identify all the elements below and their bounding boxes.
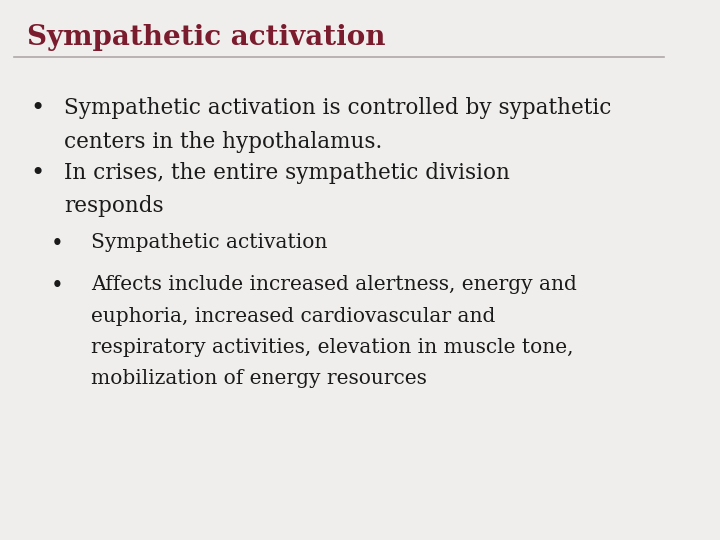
Text: •: •	[30, 162, 45, 185]
Text: Sympathetic activation is controlled by sypathetic: Sympathetic activation is controlled by …	[64, 97, 612, 119]
Text: In crises, the entire sympathetic division: In crises, the entire sympathetic divisi…	[64, 162, 510, 184]
Text: centers in the hypothalamus.: centers in the hypothalamus.	[64, 131, 382, 153]
Text: respiratory activities, elevation in muscle tone,: respiratory activities, elevation in mus…	[91, 338, 574, 357]
Text: •: •	[51, 275, 63, 298]
Text: Affects include increased alertness, energy and: Affects include increased alertness, ene…	[91, 275, 577, 294]
Text: •: •	[30, 97, 45, 120]
Text: euphoria, increased cardiovascular and: euphoria, increased cardiovascular and	[91, 307, 496, 326]
Text: responds: responds	[64, 195, 164, 218]
Text: •: •	[51, 233, 63, 255]
Text: Sympathetic activation: Sympathetic activation	[91, 233, 328, 252]
Text: Sympathetic activation: Sympathetic activation	[27, 24, 386, 51]
Text: mobilization of energy resources: mobilization of energy resources	[91, 369, 428, 388]
